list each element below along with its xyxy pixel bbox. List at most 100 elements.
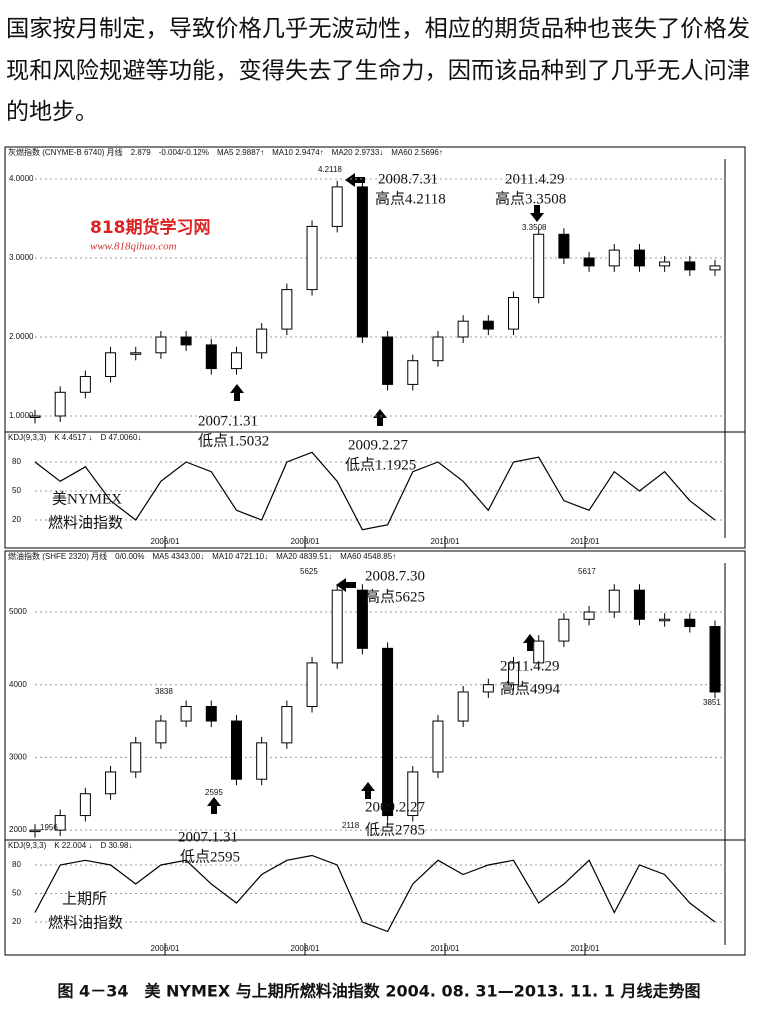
candle	[482, 320, 494, 330]
candle	[508, 297, 520, 330]
annotation: 2007.1.31	[198, 413, 258, 429]
candle	[382, 336, 394, 385]
candle	[155, 720, 167, 744]
y-tick-label: 2.0000	[9, 332, 34, 341]
annotation: 2011.4.29	[500, 658, 559, 674]
annotation: 2009.2.27	[348, 437, 409, 453]
annotation: 2118	[342, 821, 360, 830]
annotation: 高点3.3508	[495, 190, 566, 207]
candle	[205, 344, 217, 370]
arrow	[361, 782, 375, 799]
candle	[331, 186, 343, 227]
candle	[281, 706, 293, 744]
candle	[407, 360, 419, 385]
annotation: 高点4994	[500, 680, 561, 697]
candle	[256, 742, 268, 780]
arrow	[530, 205, 544, 222]
annotation: 5625	[300, 567, 318, 576]
y-tick-label: 3.0000	[9, 253, 34, 262]
candle	[331, 589, 343, 664]
candle	[79, 793, 91, 817]
kdj-tick-label: 50	[12, 486, 21, 495]
candle	[155, 336, 167, 354]
annotation: 2008.7.30	[365, 568, 425, 584]
candle	[306, 662, 318, 708]
annotation: 2009.2.27	[365, 799, 426, 815]
paragraph-line: 现和风险规避等功能，变得失去了生命力，因而该品种到了几乎无人问津	[6, 58, 750, 84]
annotation: 5617	[578, 567, 596, 576]
candle	[205, 706, 217, 722]
candle	[382, 647, 394, 817]
candle	[432, 720, 444, 773]
annotation: 2595	[205, 788, 223, 797]
candle	[256, 328, 268, 354]
annotation: 低点1.5032	[198, 432, 269, 449]
candle	[608, 589, 620, 613]
candle	[659, 618, 671, 622]
annotation: 3.3508	[522, 223, 547, 232]
candle	[659, 261, 671, 267]
y-tick-label: 4000	[9, 680, 27, 689]
annotation: 低点2785	[365, 821, 425, 838]
candle	[583, 611, 595, 620]
candle	[709, 626, 721, 693]
arrow	[336, 578, 356, 592]
kdj-tick-label: 80	[12, 457, 21, 466]
candle	[709, 265, 721, 271]
candle	[230, 720, 242, 780]
candle	[558, 233, 570, 259]
y-tick-label: 5000	[9, 607, 27, 616]
y-tick-label: 2000	[9, 825, 27, 834]
annotation: 2008.7.31	[378, 171, 438, 187]
watermark-name: 818期货学习网	[90, 217, 211, 238]
candle	[633, 249, 645, 267]
candle	[508, 662, 520, 686]
annotation: 2007.1.31	[178, 829, 238, 845]
arrow	[373, 409, 387, 426]
y-tick-label: 3000	[9, 753, 27, 762]
kdj-tick-label: 80	[12, 860, 21, 869]
panel-label: 上期所	[62, 890, 107, 907]
candle	[230, 352, 242, 370]
paragraph-line: 国家按月制定，导致价格几乎无波动性，相应的期货品种也丧失了价格发	[6, 16, 750, 42]
candle	[29, 415, 41, 418]
annotation: 低点2595	[180, 848, 240, 865]
candle	[558, 618, 570, 642]
candle	[130, 352, 142, 355]
arrow	[523, 634, 537, 651]
candle	[54, 815, 66, 831]
candle	[54, 391, 66, 417]
y-tick-label: 4.0000	[9, 174, 34, 183]
candle	[281, 289, 293, 330]
kdj-tick-label: 20	[12, 515, 21, 524]
candle	[633, 589, 645, 620]
annotation: 低点1.1925	[345, 456, 416, 473]
figure-caption: 图 4－34 美 NYMEX 与上期所燃料油指数 2004. 08. 31—20…	[57, 982, 700, 1001]
annotation: 2011.4.29	[505, 171, 564, 187]
annotation: 4.2118	[318, 165, 342, 174]
candle	[608, 249, 620, 267]
candle	[457, 320, 469, 338]
kdj-header: KDJ(9,3,3) K 4.4517 ↓ D 47.0060↓	[8, 433, 141, 442]
y-tick-label: 1.0000	[9, 411, 34, 420]
kdj-tick-label: 50	[12, 889, 21, 898]
candle	[105, 771, 117, 795]
annotation: 3838	[155, 687, 173, 696]
candle	[79, 376, 91, 393]
candle	[180, 336, 192, 346]
watermark-url: www.818qihuo.com	[90, 241, 177, 253]
candle	[356, 186, 368, 338]
candle	[306, 225, 318, 291]
arrows	[207, 173, 544, 814]
candle	[432, 336, 444, 362]
panel-frame	[4, 146, 746, 549]
candle	[684, 618, 696, 628]
candle	[533, 233, 545, 299]
annotation: 高点5625	[365, 588, 425, 605]
panel-header: 燃油指数 (SHFE 2320) 月线 0/0.00% MA5 4343.00↓…	[8, 551, 396, 561]
panel-header: 灰燃指数 (CNYME-B 6740) 月线 2.879 -0.004/-0.1…	[8, 147, 443, 157]
arrow	[230, 384, 244, 401]
panel-label: 燃料油指数	[48, 513, 123, 531]
candle	[407, 771, 419, 817]
